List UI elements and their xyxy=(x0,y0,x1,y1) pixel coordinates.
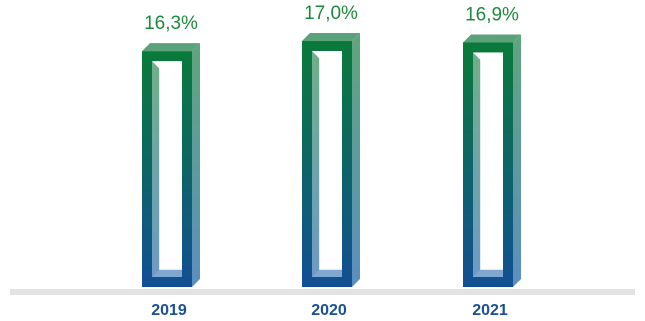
bar-inner-bottom xyxy=(152,269,182,277)
bar-inner-bottom xyxy=(473,269,503,277)
value-label-2021: 16,9% xyxy=(465,4,519,25)
category-label-2019: 2019 xyxy=(151,302,187,319)
value-label-2020: 17,0% xyxy=(304,3,358,24)
bar-top xyxy=(302,33,360,41)
bar-side xyxy=(513,34,521,288)
bar-top xyxy=(142,43,200,52)
bar-top xyxy=(463,34,521,43)
bar-side xyxy=(352,33,360,287)
bar-2021 xyxy=(463,34,521,288)
bar-side xyxy=(192,43,200,288)
bar-inner-side xyxy=(473,52,481,278)
bar-inner-side xyxy=(312,51,320,277)
value-label-2019: 16,3% xyxy=(144,13,198,34)
bar-inner-bottom xyxy=(312,269,342,277)
category-label-2021: 2021 xyxy=(472,302,508,319)
category-label-2020: 2020 xyxy=(311,302,347,319)
bar-2020 xyxy=(302,33,360,287)
bar-2019 xyxy=(142,43,200,288)
bar-inner-side xyxy=(152,61,160,278)
